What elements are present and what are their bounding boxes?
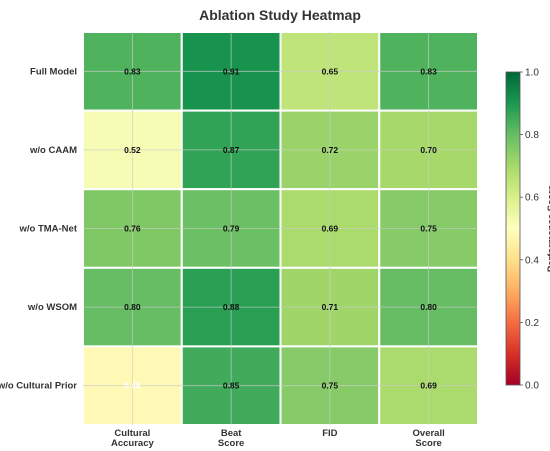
colorbar-tick-label: 0.2 xyxy=(525,318,539,329)
chart-title: Ablation Study Heatmap xyxy=(199,7,361,23)
cell-value-label: 0.80 xyxy=(420,302,437,312)
colorbar-tick-label: 0.4 xyxy=(525,255,539,266)
colorbar-label: Performance Score xyxy=(546,185,550,272)
column-label: FID xyxy=(322,428,337,439)
cell-value-label: 0.69 xyxy=(420,381,437,391)
cell-value-label: 0.91 xyxy=(223,66,240,76)
row-label: w/o Cultural Prior xyxy=(0,381,77,392)
row-label: Full Model xyxy=(30,66,77,77)
column-label: Overall Score xyxy=(413,428,445,449)
colorbar-gradient xyxy=(505,71,521,386)
cell-value-label: 0.88 xyxy=(223,302,240,312)
cell-value-label: 0.87 xyxy=(223,145,240,155)
cell-value-label: 0.65 xyxy=(322,66,339,76)
row-label: w/o WSOM xyxy=(27,302,77,313)
row-labels: Full Model w/o CAAM w/o TMA-Net w/o WSOM w/o… xyxy=(0,66,78,391)
row-label: w/o TMA-Net xyxy=(18,224,77,235)
cell-value-label: 0.72 xyxy=(322,145,339,155)
cell-value-label: 0.75 xyxy=(322,381,339,391)
cell-value-label: 0.85 xyxy=(223,381,240,391)
column-label: Beat Score xyxy=(218,428,244,449)
column-labels: Cultural Accuracy Beat Score FID Overall Score xyxy=(111,428,445,449)
column-label: Cultural Accuracy xyxy=(111,428,154,449)
cell-value-labels: 0.83 0.91 0.65 0.83 0.52 0.87 0.72 0.70 0.76 0.79… xyxy=(124,66,437,390)
colorbar-tick-label: 0.6 xyxy=(525,193,539,204)
cell-value-label: 0.69 xyxy=(322,224,339,234)
row-label: w/o CAAM xyxy=(29,145,77,156)
cell-value-label: 0.79 xyxy=(223,224,240,234)
colorbar-tick-label: 0.0 xyxy=(525,381,539,392)
heatmap-gridlines xyxy=(83,32,478,425)
colorbar-tick-label: 0.8 xyxy=(525,130,539,141)
cell-value-label: 0.83 xyxy=(420,66,437,76)
cell-value-label: 0.83 xyxy=(124,66,141,76)
cell-value-label: 0.71 xyxy=(322,302,339,312)
cell-value-label: 0.70 xyxy=(420,145,437,155)
colorbar-tick-label: 1.0 xyxy=(525,68,539,79)
cell-value-label: 0.80 xyxy=(124,302,141,312)
cell-value-label: 0.48 xyxy=(124,381,141,391)
cell-value-label: 0.52 xyxy=(124,145,141,155)
cell-value-label: 0.75 xyxy=(420,224,437,234)
cell-value-label: 0.76 xyxy=(124,224,141,234)
colorbar: 0.0 0.2 0.4 0.6 0.8 1.0 Performance Score xyxy=(505,68,550,392)
